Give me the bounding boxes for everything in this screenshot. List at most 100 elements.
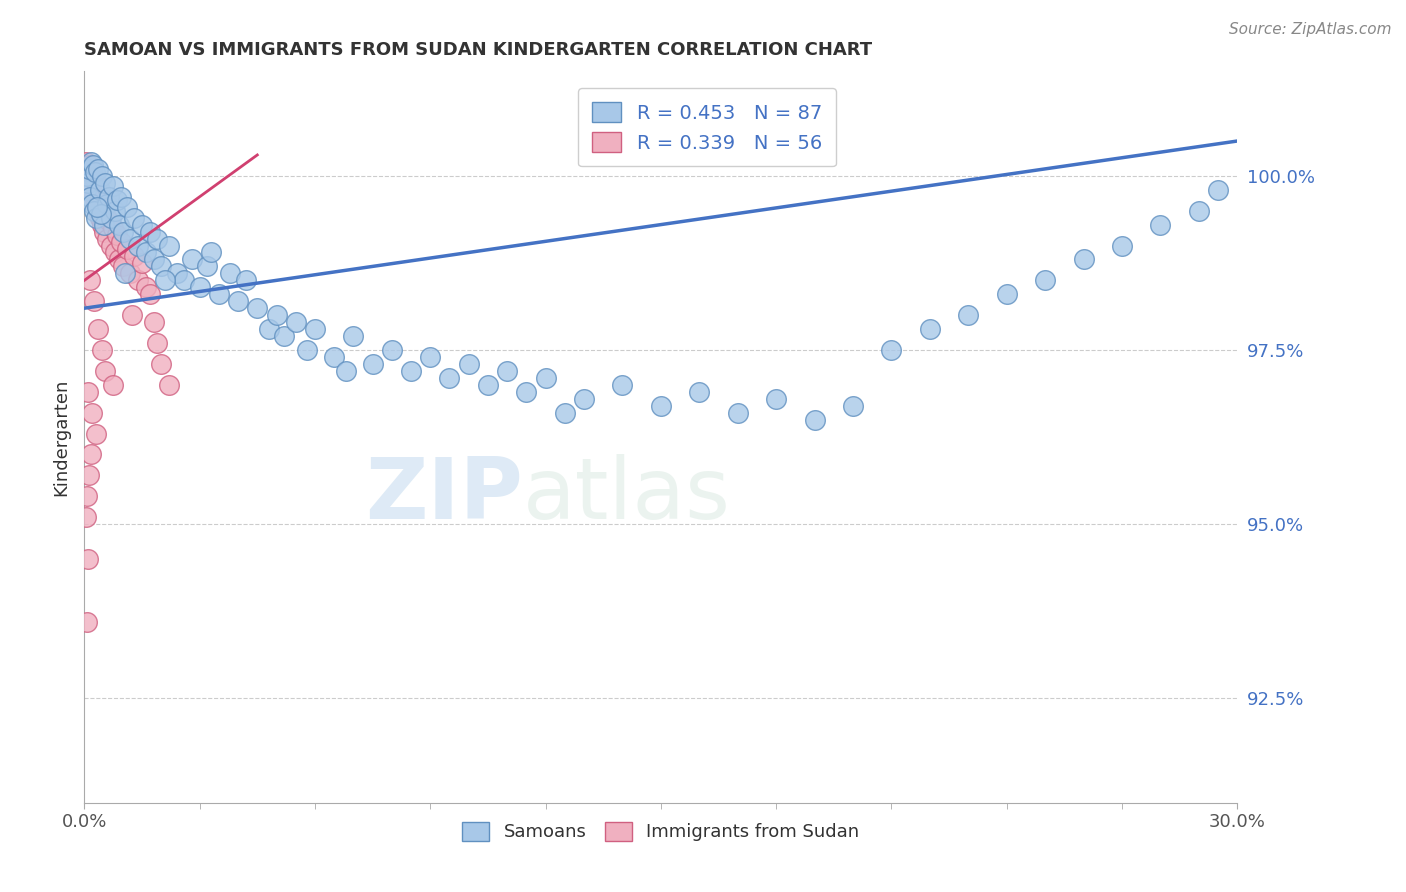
Point [612, 377, 634, 392]
Point [96, 231, 118, 245]
Point [93, 218, 115, 232]
Point [477, 377, 499, 392]
Point [87, 186, 110, 201]
Point [803, 412, 825, 426]
Point [496, 364, 519, 378]
Point [439, 371, 461, 385]
Point [1188, 203, 1211, 218]
Point [142, 252, 165, 267]
Point [82, 169, 104, 183]
Point [98, 190, 121, 204]
Point [257, 322, 280, 336]
Point [515, 384, 537, 399]
Text: Source: ZipAtlas.com: Source: ZipAtlas.com [1229, 22, 1392, 37]
Point [1073, 252, 1095, 267]
Point [111, 225, 134, 239]
Point [110, 190, 132, 204]
Point [957, 308, 980, 322]
Point [75, 183, 97, 197]
Point [842, 399, 865, 413]
Point [89, 211, 111, 225]
Point [323, 350, 346, 364]
Point [173, 273, 195, 287]
Point [76, 161, 98, 176]
Point [80, 448, 103, 462]
Point [121, 308, 143, 322]
Point [381, 343, 404, 357]
Point [131, 256, 153, 270]
Point [650, 399, 672, 413]
Point [84, 426, 107, 441]
Legend: Samoans, Immigrants from Sudan: Samoans, Immigrants from Sudan [456, 814, 866, 848]
Point [80, 155, 103, 169]
Point [83, 294, 105, 309]
Point [157, 238, 180, 252]
Point [124, 211, 146, 225]
Point [457, 357, 479, 371]
Point [84, 196, 107, 211]
Point [108, 252, 131, 267]
Point [90, 343, 112, 357]
Point [138, 287, 160, 301]
Point [142, 315, 165, 329]
Point [104, 203, 127, 218]
Point [1206, 183, 1229, 197]
Point [84, 172, 107, 186]
Point [77, 161, 100, 176]
Point [77, 552, 100, 566]
Point [103, 221, 124, 235]
Point [100, 211, 122, 225]
Point [297, 343, 319, 357]
Point [87, 322, 110, 336]
Point [157, 377, 180, 392]
Point [572, 392, 595, 406]
Point [208, 287, 231, 301]
Point [77, 176, 100, 190]
Point [219, 266, 242, 280]
Point [80, 196, 103, 211]
Point [108, 218, 131, 232]
Point [80, 406, 103, 420]
Point [98, 214, 121, 228]
Point [765, 392, 787, 406]
Point [361, 357, 384, 371]
Point [89, 193, 111, 207]
Text: ZIP: ZIP [364, 454, 523, 537]
Point [104, 245, 127, 260]
Point [89, 183, 111, 197]
Point [77, 384, 100, 399]
Point [103, 377, 124, 392]
Point [80, 183, 103, 197]
Point [135, 280, 157, 294]
Point [266, 308, 288, 322]
Point [80, 165, 103, 179]
Text: SAMOAN VS IMMIGRANTS FROM SUDAN KINDERGARTEN CORRELATION CHART: SAMOAN VS IMMIGRANTS FROM SUDAN KINDERGA… [84, 41, 873, 59]
Point [86, 200, 108, 214]
Point [87, 161, 110, 176]
Point [304, 322, 326, 336]
Point [181, 252, 204, 267]
Point [79, 273, 101, 287]
Point [235, 273, 257, 287]
Point [100, 238, 122, 252]
Point [120, 266, 142, 280]
Point [75, 510, 97, 524]
Point [1149, 218, 1171, 232]
Point [1111, 238, 1133, 252]
Point [77, 169, 100, 183]
Point [103, 179, 124, 194]
Point [127, 238, 149, 252]
Point [77, 468, 100, 483]
Point [82, 158, 104, 172]
Point [918, 322, 941, 336]
Point [342, 329, 364, 343]
Point [146, 231, 169, 245]
Point [727, 406, 749, 420]
Point [105, 193, 128, 207]
Point [105, 228, 128, 243]
Point [188, 280, 211, 294]
Point [135, 245, 157, 260]
Point [94, 207, 117, 221]
Point [96, 196, 118, 211]
Point [150, 260, 173, 274]
